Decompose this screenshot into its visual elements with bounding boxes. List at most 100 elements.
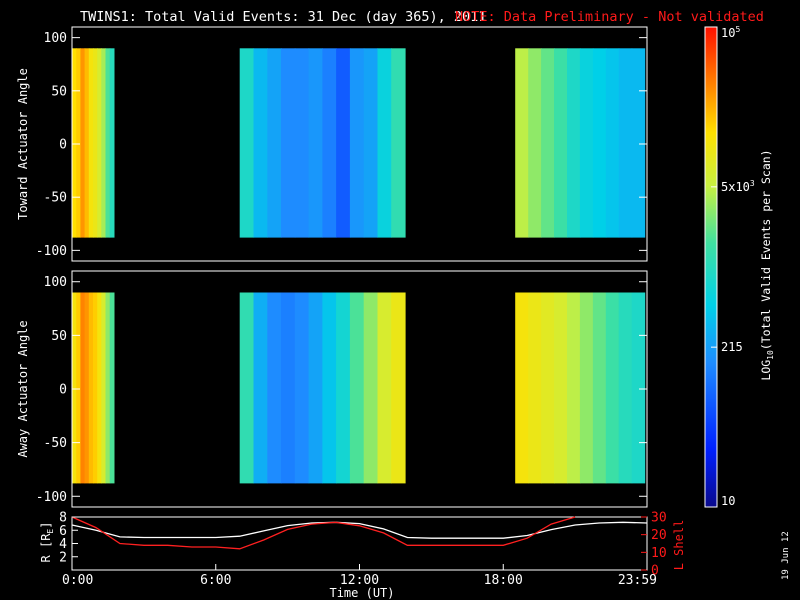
- toward-panel: 100 50 0 -50 -100 Toward Actuator Angle: [16, 26, 648, 262]
- colorbar-tick-label: 10: [721, 494, 735, 508]
- orbit-frame: [71, 516, 648, 571]
- away-heatmap: [72, 292, 646, 484]
- x-tick-label: 6:00: [200, 573, 231, 588]
- colorbar-scale: [704, 26, 718, 508]
- y-tick-label: 2: [59, 550, 67, 565]
- heatmap-cell: [239, 48, 255, 238]
- heatmap-cell: [281, 292, 296, 484]
- heatmap-cell: [93, 292, 98, 484]
- heatmap-cell: [554, 292, 568, 484]
- heatmap-cell: [363, 48, 379, 238]
- heatmap-cell: [618, 292, 633, 484]
- y-tick-label: 0: [59, 383, 67, 398]
- away-y-ticks: 100 50 0 -50 -100: [36, 275, 647, 505]
- x-tick-label: 12:00: [340, 573, 379, 588]
- heatmap-cell: [84, 292, 90, 484]
- heatmap-cell: [308, 48, 323, 238]
- heatmap-cell: [377, 292, 392, 484]
- heatmap-cell: [554, 48, 568, 238]
- x-tick-label: 18:00: [484, 573, 523, 588]
- heatmap-cell: [541, 292, 555, 484]
- y-tick-label: -50: [44, 191, 67, 206]
- heatmap-cell: [88, 292, 94, 484]
- y-tick-label: -50: [44, 436, 67, 451]
- heatmap-cell: [605, 292, 620, 484]
- y-tick-label: 0: [59, 138, 67, 153]
- heatmap-cell: [592, 292, 607, 484]
- heatmap-cell: [567, 48, 581, 238]
- heatmap-cell: [336, 292, 351, 484]
- heatmap-cell: [294, 292, 310, 484]
- heatmap-cell: [567, 292, 581, 484]
- heatmap-cell: [76, 48, 81, 238]
- x-axis-label: Time (UT): [329, 586, 394, 600]
- heatmap-cell: [105, 292, 111, 484]
- heatmap-cell: [377, 48, 392, 238]
- heatmap-cell: [515, 292, 529, 484]
- heatmap-cell: [631, 292, 646, 484]
- heatmap-cell: [281, 48, 296, 238]
- colorbar-tick-label: 5x103: [721, 179, 755, 194]
- colorbar-tick-label: 105: [721, 25, 740, 40]
- heatmap-cell: [80, 48, 86, 238]
- heatmap-cell: [631, 48, 646, 238]
- heatmap-cell: [308, 292, 323, 484]
- heatmap-cell: [80, 292, 86, 484]
- toward-y-label: Toward Actuator Angle: [16, 68, 30, 220]
- date-stamp: 19 Jun 12: [781, 531, 791, 580]
- y-tick-label: 4: [59, 537, 67, 552]
- y-tick-label: 100: [44, 275, 67, 290]
- colorbar-tick-label: 215: [721, 340, 743, 354]
- x-tick-label: 23:59: [618, 573, 657, 588]
- y-tick-label: 50: [51, 84, 67, 99]
- y-tick-label: 100: [44, 31, 67, 46]
- orbit-lines: [71, 516, 648, 550]
- heatmap-cell: [322, 292, 337, 484]
- heatmap-cell: [72, 292, 77, 484]
- figure-title: TWINS1: Total Valid Events: 31 Dec (day …: [80, 9, 486, 25]
- heatmap-cell: [336, 48, 351, 238]
- heatmap-cell: [618, 48, 633, 238]
- heatmap-cell: [253, 292, 268, 484]
- heatmap-cell: [88, 48, 94, 238]
- heatmap-cell: [528, 48, 542, 238]
- x-tick-label: 0:00: [62, 573, 93, 588]
- heatmap-cell: [105, 48, 111, 238]
- colorbar-label: LOG10(Total Valid Events per Scan): [759, 149, 775, 380]
- orbit-right-label: L Shell: [672, 520, 686, 571]
- heatmap-cell: [109, 292, 115, 484]
- heatmap-cell: [97, 292, 102, 484]
- heatmap-cell: [349, 292, 365, 484]
- heatmap-cell: [391, 292, 406, 484]
- heatmap-cell: [605, 48, 620, 238]
- l-shell-series-line: [71, 516, 576, 550]
- colorbar-ticks: 10 215 5x103 105: [711, 25, 755, 508]
- heatmap-cell: [267, 48, 282, 238]
- heatmap-cell: [592, 48, 607, 238]
- heatmap-cell: [76, 292, 81, 484]
- heatmap-cell: [515, 48, 529, 238]
- heatmap-cell: [294, 48, 310, 238]
- y-tick-label: -100: [36, 490, 67, 505]
- heatmap-cell: [579, 48, 594, 238]
- heatmap-cell: [109, 48, 115, 238]
- colorbar: 10 215 5x103 105 LOG10(Total Valid Events p…: [704, 25, 775, 508]
- heatmap-cell: [72, 48, 77, 238]
- heatmap-cell: [97, 48, 102, 238]
- toward-heatmap: [72, 48, 646, 238]
- r-series-line: [71, 521, 648, 539]
- y-tick-label: 0: [651, 564, 659, 579]
- away-y-label: Away Actuator Angle: [16, 320, 30, 457]
- away-panel: 100 50 0 -50 -100 Away Actuator Angle: [16, 270, 648, 508]
- heatmap-cell: [84, 48, 90, 238]
- heatmap-cell: [322, 48, 337, 238]
- heatmap-cell: [349, 48, 365, 238]
- heatmap-cell: [391, 48, 406, 238]
- heatmap-cell: [101, 292, 107, 484]
- heatmap-cell: [363, 292, 379, 484]
- heatmap-cell: [579, 292, 594, 484]
- orbit-left-label: R [RE]: [39, 522, 55, 563]
- toward-y-ticks: 100 50 0 -50 -100: [36, 31, 647, 259]
